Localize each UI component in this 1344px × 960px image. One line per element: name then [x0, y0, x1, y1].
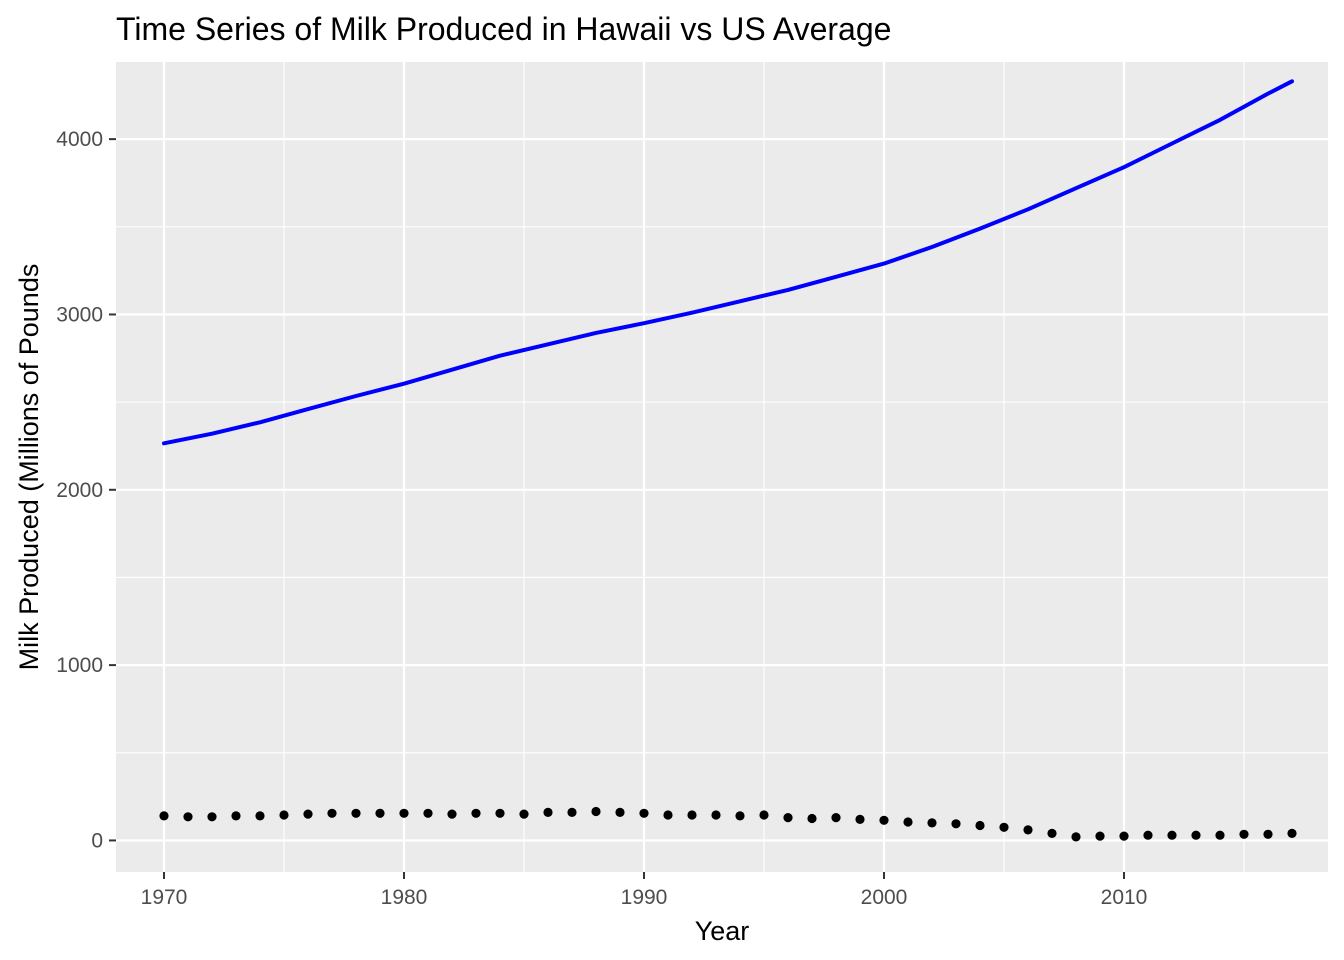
data-point	[1119, 831, 1129, 841]
data-point	[711, 810, 721, 820]
y-tick-label: 1000	[56, 654, 103, 677]
data-point	[351, 808, 361, 818]
data-point	[471, 808, 481, 818]
x-tick-label: 1990	[621, 886, 668, 909]
us-average-line	[162, 79, 1294, 446]
data-point	[999, 822, 1009, 832]
data-point	[855, 814, 865, 825]
y-tick-label: 2000	[56, 479, 103, 502]
data-point	[927, 818, 937, 828]
x-tick-label: 1980	[381, 886, 428, 909]
data-point	[759, 810, 769, 820]
major-gridlines	[116, 62, 1328, 872]
data-point	[1023, 825, 1033, 835]
data-point	[831, 813, 841, 823]
data-point	[207, 812, 217, 822]
data-point	[1215, 830, 1225, 840]
data-point	[159, 811, 169, 821]
data-point	[975, 820, 985, 831]
data-point	[807, 813, 817, 824]
data-point	[687, 810, 697, 820]
data-point	[279, 810, 289, 820]
data-point	[1071, 832, 1081, 842]
data-point	[255, 811, 265, 821]
data-point	[1095, 831, 1105, 841]
data-point	[903, 817, 913, 827]
series-layer	[159, 79, 1297, 842]
data-point	[1263, 829, 1273, 839]
data-point	[951, 819, 961, 829]
data-point	[1167, 830, 1177, 840]
x-tick-label: 1970	[141, 886, 188, 909]
data-point	[399, 808, 409, 818]
data-point	[231, 811, 241, 821]
data-point	[327, 808, 337, 818]
data-point	[1191, 830, 1201, 840]
x-axis-title: Year	[695, 916, 750, 946]
data-point	[303, 809, 313, 819]
data-point	[591, 806, 601, 817]
data-point	[783, 813, 793, 823]
data-point	[183, 812, 193, 822]
y-tick-label: 4000	[56, 128, 103, 151]
data-point	[1143, 830, 1153, 840]
data-point	[375, 808, 385, 818]
data-point	[663, 810, 673, 820]
y-tick-label: 0	[91, 829, 103, 852]
x-tick-label: 2000	[861, 886, 908, 909]
plot-panel	[116, 62, 1328, 872]
data-point	[1287, 828, 1297, 839]
x-axis: 1970 1980 1990 2000 2010	[141, 872, 1148, 909]
y-axis-title: Milk Produced (Millions of Pounds	[14, 264, 44, 671]
data-point	[519, 809, 529, 819]
data-point	[567, 807, 577, 818]
data-point	[879, 815, 889, 825]
data-point	[1047, 828, 1057, 839]
data-point	[423, 808, 433, 818]
chart-title: Time Series of Milk Produced in Hawaii v…	[116, 11, 891, 47]
y-tick-label: 3000	[56, 303, 103, 326]
data-point	[735, 811, 745, 821]
y-axis: 0 1000 2000 3000 4000	[56, 128, 116, 852]
data-point	[495, 808, 505, 818]
data-point	[639, 808, 649, 818]
minor-gridlines	[116, 62, 1328, 872]
x-tick-label: 2010	[1101, 886, 1148, 909]
data-point	[615, 807, 625, 818]
data-point	[543, 807, 553, 818]
data-point	[1239, 829, 1249, 839]
data-point	[447, 809, 457, 819]
